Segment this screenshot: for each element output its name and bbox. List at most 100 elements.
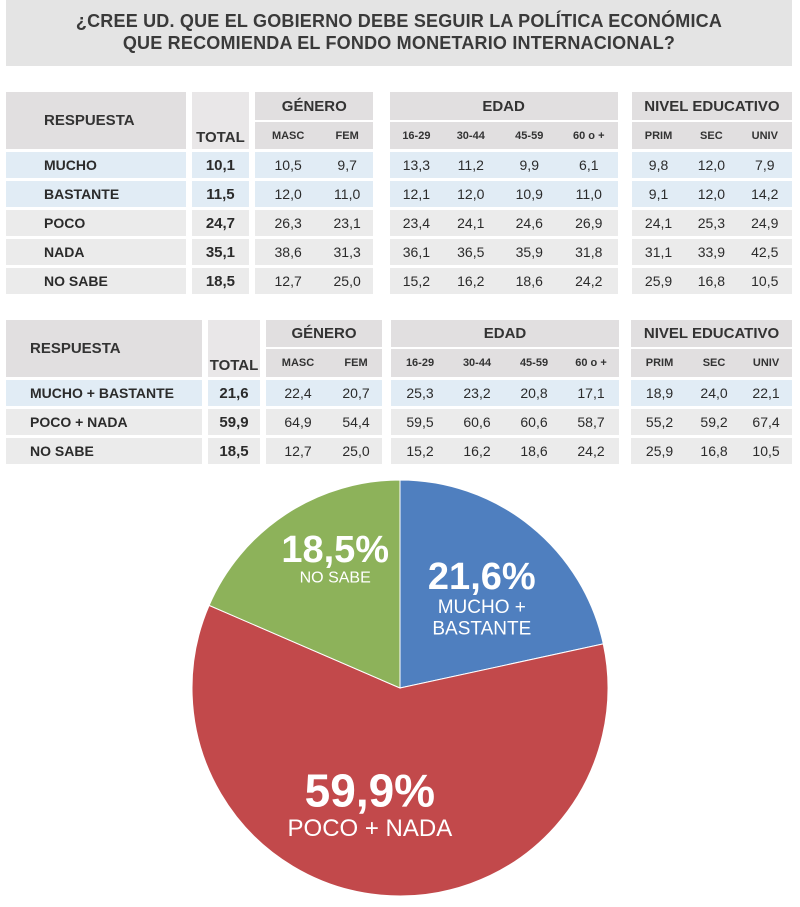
cell-fem: 54,4 xyxy=(330,409,383,435)
cell-16-29: 15,2 xyxy=(389,268,444,294)
slice-category-label: NO SABE xyxy=(300,570,371,587)
cell-univ: 10,5 xyxy=(740,438,793,464)
cell-16-29: 25,3 xyxy=(391,380,450,406)
pie-slice-no-sabe xyxy=(208,479,401,689)
prim-header: PRIM xyxy=(631,122,686,149)
cell-fem: 25,0 xyxy=(330,438,383,464)
cell-masc: 12,7 xyxy=(255,268,321,294)
row-label: NO SABE xyxy=(6,268,186,294)
cell-masc: 12,7 xyxy=(266,438,330,464)
table-row: NO SABE 18,5 12,7 25,0 15,2 16,2 18,6 24… xyxy=(6,268,792,294)
age-30-44-header: 30-44 xyxy=(443,122,499,149)
cell-univ: 10,5 xyxy=(737,268,792,294)
cell-30-44: 24,1 xyxy=(443,210,499,236)
cell-60-plus: 24,2 xyxy=(563,438,620,464)
genero-header: GÉNERO xyxy=(266,320,383,349)
cell-prim: 9,8 xyxy=(631,152,686,178)
cell-60-plus: 31,8 xyxy=(560,239,618,265)
age-16-29-header: 16-29 xyxy=(389,122,444,149)
question-title: ¿CREE UD. QUE EL GOBIERNO DEBE SEGUIR LA… xyxy=(6,0,792,66)
cell-45-59: 9,9 xyxy=(498,152,561,178)
cell-sec: 33,9 xyxy=(685,239,738,265)
total-header: TOTAL xyxy=(208,320,260,377)
age-45-59-header: 45-59 xyxy=(505,349,564,377)
slice-percent-label: 59,9% xyxy=(305,765,435,817)
title-line-1: ¿CREE UD. QUE EL GOBIERNO DEBE SEGUIR LA… xyxy=(75,11,723,31)
row-total: 59,9 xyxy=(208,409,260,435)
cell-univ: 24,9 xyxy=(737,210,792,236)
slice-category-label: BASTANTE xyxy=(432,619,531,640)
cell-30-44: 36,5 xyxy=(443,239,499,265)
cell-prim: 9,1 xyxy=(631,181,686,207)
cell-45-59: 35,9 xyxy=(498,239,561,265)
row-label: NADA xyxy=(6,239,186,265)
cell-fem: 23,1 xyxy=(320,210,374,236)
row-label: MUCHO + BASTANTE xyxy=(6,380,202,406)
table-row: NADA 35,1 38,6 31,3 36,1 36,5 35,9 31,8 … xyxy=(6,239,792,265)
cell-univ: 42,5 xyxy=(737,239,792,265)
cell-45-59: 10,9 xyxy=(498,181,561,207)
cell-sec: 12,0 xyxy=(685,152,738,178)
cell-prim: 18,9 xyxy=(631,380,689,406)
pie-slice-mucho-bastante xyxy=(399,479,604,689)
cell-sec: 25,3 xyxy=(685,210,738,236)
cell-fem: 11,0 xyxy=(320,181,374,207)
table-row: POCO + NADA 59,9 64,9 54,4 59,5 60,6 60,… xyxy=(6,409,793,435)
cell-fem: 20,7 xyxy=(330,380,383,406)
table-row: BASTANTE 11,5 12,0 11,0 12,1 12,0 10,9 1… xyxy=(6,181,792,207)
row-total: 18,5 xyxy=(191,268,250,294)
cell-16-29: 36,1 xyxy=(389,239,444,265)
row-total: 24,7 xyxy=(191,210,250,236)
row-total: 18,5 xyxy=(208,438,260,464)
table-row: MUCHO + BASTANTE 21,6 22,4 20,7 25,3 23,… xyxy=(6,380,793,406)
genero-header: GÉNERO xyxy=(255,92,374,122)
cell-univ: 67,4 xyxy=(740,409,793,435)
cell-16-29: 13,3 xyxy=(389,152,444,178)
row-label: BASTANTE xyxy=(6,181,186,207)
univ-header: UNIV xyxy=(737,122,792,149)
cell-fem: 9,7 xyxy=(320,152,374,178)
edad-header: EDAD xyxy=(391,320,620,349)
cell-16-29: 59,5 xyxy=(391,409,450,435)
table-row: MUCHO 10,1 10,5 9,7 13,3 11,2 9,9 6,1 9,… xyxy=(6,152,792,178)
age-45-59-header: 45-59 xyxy=(498,122,561,149)
cell-45-59: 18,6 xyxy=(498,268,561,294)
prim-header: PRIM xyxy=(631,349,689,377)
cell-45-59: 60,6 xyxy=(505,409,564,435)
cell-prim: 24,1 xyxy=(631,210,686,236)
row-label: POCO + NADA xyxy=(6,409,202,435)
age-60-plus-header: 60 o + xyxy=(563,349,620,377)
cell-masc: 12,0 xyxy=(255,181,321,207)
row-label: MUCHO xyxy=(6,152,186,178)
total-header: TOTAL xyxy=(191,92,250,149)
row-total: 10,1 xyxy=(191,152,250,178)
cell-60-plus: 11,0 xyxy=(560,181,618,207)
cell-sec: 16,8 xyxy=(685,268,738,294)
cell-sec: 12,0 xyxy=(685,181,738,207)
cell-prim: 31,1 xyxy=(631,239,686,265)
cell-30-44: 12,0 xyxy=(443,181,499,207)
cell-univ: 22,1 xyxy=(740,380,793,406)
cell-16-29: 15,2 xyxy=(391,438,450,464)
sec-header: SEC xyxy=(685,122,738,149)
row-label: POCO xyxy=(6,210,186,236)
cell-16-29: 12,1 xyxy=(389,181,444,207)
row-total: 35,1 xyxy=(191,239,250,265)
cell-univ: 7,9 xyxy=(737,152,792,178)
slice-category-label: POCO + NADA xyxy=(288,815,453,842)
cell-60-plus: 58,7 xyxy=(563,409,620,435)
cell-60-plus: 6,1 xyxy=(560,152,618,178)
masc-header: MASC xyxy=(255,122,321,149)
cell-fem: 31,3 xyxy=(320,239,374,265)
respuesta-header: RESPUESTA xyxy=(6,320,202,377)
cell-sec: 59,2 xyxy=(688,409,741,435)
cell-45-59: 20,8 xyxy=(505,380,564,406)
row-total: 11,5 xyxy=(191,181,250,207)
pie-chart: 21,6%MUCHO +BASTANTE 59,9%POCO + NADA 18,5… xyxy=(191,479,609,897)
cell-60-plus: 17,1 xyxy=(563,380,620,406)
cell-60-plus: 26,9 xyxy=(560,210,618,236)
sec-header: SEC xyxy=(688,349,741,377)
nivel-educativo-header: NIVEL EDUCATIVO xyxy=(631,320,793,349)
row-label: NO SABE xyxy=(6,438,202,464)
table-row: NO SABE 18,5 12,7 25,0 15,2 16,2 18,6 24… xyxy=(6,438,793,464)
